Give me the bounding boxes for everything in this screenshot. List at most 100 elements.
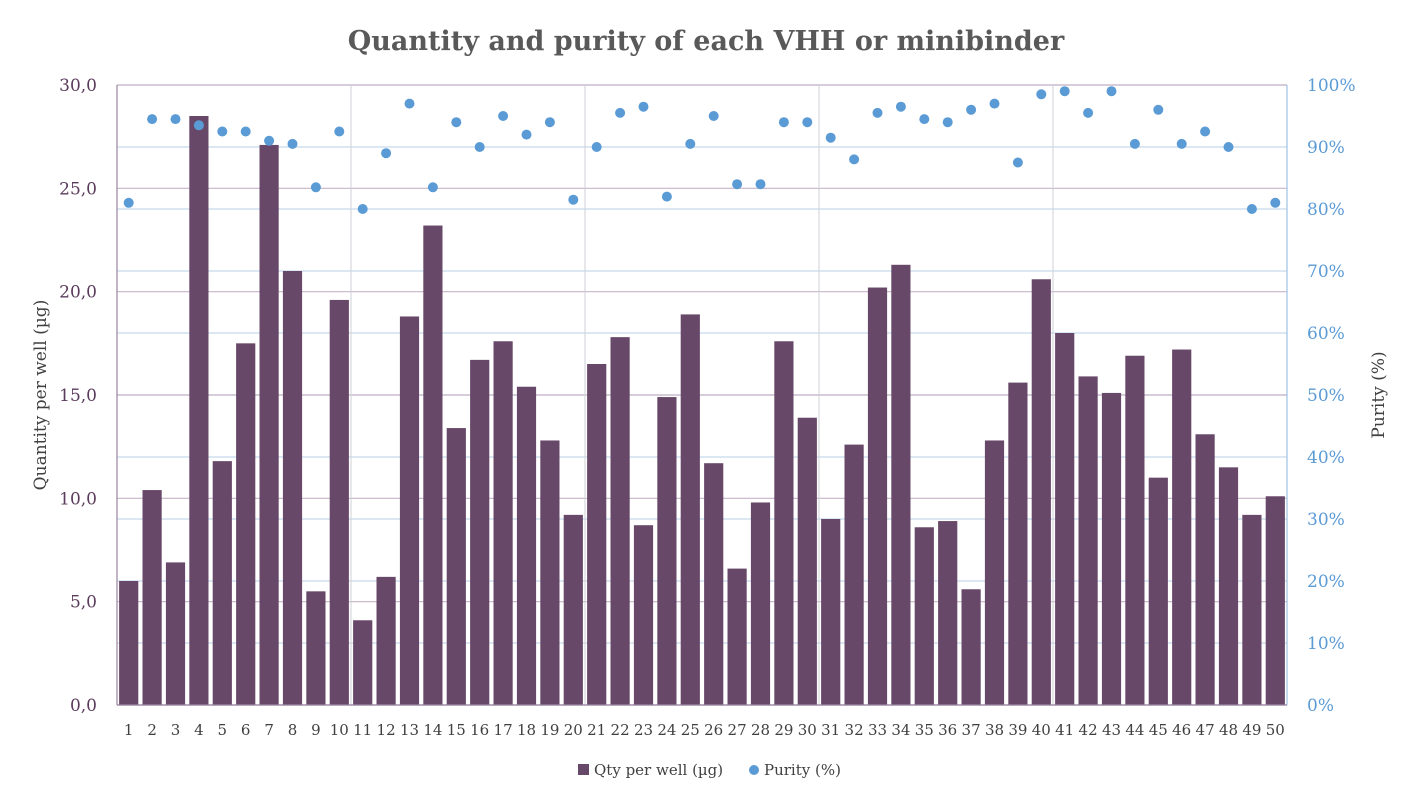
bar-31 <box>821 519 841 705</box>
y-left-tick-label-4: 20,0 <box>59 283 97 303</box>
x-tick-label-15: 15 <box>447 721 466 739</box>
bar-6 <box>236 343 256 705</box>
bar-15 <box>446 428 466 705</box>
bar-41 <box>1055 333 1075 705</box>
x-tick-label-47: 47 <box>1196 721 1215 739</box>
purity-point-48 <box>1223 142 1234 152</box>
purity-point-50 <box>1270 197 1281 208</box>
purity-point-11 <box>357 204 368 214</box>
purity-point-40 <box>1036 89 1047 100</box>
bar-2 <box>142 490 162 705</box>
bar-23 <box>633 525 654 705</box>
y-right-tick-label-1: 10% <box>1307 634 1345 654</box>
purity-point-14 <box>427 182 438 193</box>
purity-point-19 <box>544 117 555 128</box>
purity-point-16 <box>474 142 485 152</box>
purity-point-33 <box>872 107 883 118</box>
bar-10 <box>329 299 349 705</box>
purity-point-21 <box>591 142 602 152</box>
bar-1 <box>119 581 139 705</box>
bar-26 <box>704 463 724 705</box>
bar-13 <box>399 316 420 705</box>
x-tick-label-14: 14 <box>423 721 442 739</box>
purity-point-28 <box>755 179 766 190</box>
bar-30 <box>797 417 817 705</box>
purity-point-26 <box>708 111 719 121</box>
bar-8 <box>282 271 303 705</box>
legend-swatch-purity <box>749 765 759 775</box>
purity-point-8 <box>287 138 298 149</box>
purity-point-2 <box>147 114 158 125</box>
bar-32 <box>844 444 864 705</box>
x-tick-label-28: 28 <box>751 721 770 739</box>
x-tick-label-40: 40 <box>1032 721 1051 739</box>
x-tick-label-44: 44 <box>1125 721 1144 739</box>
bar-36 <box>938 521 958 705</box>
x-tick-label-50: 50 <box>1266 721 1285 739</box>
y-right-tick-label-6: 60% <box>1307 324 1345 344</box>
x-tick-label-42: 42 <box>1079 721 1098 739</box>
bar-12 <box>376 576 396 705</box>
x-tick-label-22: 22 <box>611 721 630 739</box>
bar-49 <box>1242 514 1262 705</box>
y-right-tick-label-3: 30% <box>1307 510 1345 530</box>
y-left-axis-title: Quantity per well (µg) <box>31 300 51 491</box>
bar-20 <box>563 514 583 705</box>
x-tick-label-24: 24 <box>657 721 676 739</box>
y-right-tick-label-5: 50% <box>1307 386 1345 406</box>
bar-9 <box>306 591 326 705</box>
purity-point-42 <box>1083 107 1094 118</box>
bar-21 <box>587 364 607 705</box>
x-tick-label-6: 6 <box>241 721 251 739</box>
bar-48 <box>1218 467 1239 705</box>
purity-point-15 <box>451 117 462 128</box>
y-left-tick-label-6: 30,0 <box>59 76 97 96</box>
bar-7 <box>259 144 279 705</box>
bar-50 <box>1265 496 1285 705</box>
purity-point-29 <box>778 117 789 128</box>
legend: Qty per well (µg) Purity (%) <box>578 761 841 779</box>
bar-3 <box>165 562 186 705</box>
purity-point-6 <box>240 126 251 137</box>
x-tick-label-9: 9 <box>311 721 321 739</box>
x-tick-label-16: 16 <box>470 721 489 739</box>
y-right-tick-label-8: 80% <box>1307 200 1345 220</box>
bar-22 <box>610 337 630 705</box>
purity-point-36 <box>942 117 953 128</box>
bar-29 <box>774 341 794 705</box>
purity-point-39 <box>1012 157 1023 168</box>
bar-47 <box>1195 434 1215 705</box>
purity-point-20 <box>568 194 579 205</box>
x-tick-label-4: 4 <box>194 721 204 739</box>
x-tick-label-29: 29 <box>774 721 793 739</box>
bar-16 <box>470 359 490 705</box>
bar-35 <box>914 527 934 705</box>
purity-point-22 <box>615 107 626 118</box>
purity-point-30 <box>802 117 813 128</box>
purity-point-41 <box>1059 86 1070 97</box>
bar-45 <box>1148 477 1168 705</box>
x-tick-label-7: 7 <box>264 721 274 739</box>
bar-4 <box>189 116 209 705</box>
x-tick-label-43: 43 <box>1102 721 1121 739</box>
y-right-tick-label-2: 20% <box>1307 572 1345 592</box>
y-right-tick-label-10: 100% <box>1307 76 1356 96</box>
purity-point-4 <box>193 120 204 131</box>
purity-point-32 <box>849 154 860 165</box>
bar-42 <box>1078 376 1098 705</box>
bar-17 <box>493 341 513 705</box>
y-right-tick-label-7: 70% <box>1307 262 1345 282</box>
x-tick-label-11: 11 <box>353 721 372 739</box>
purity-point-31 <box>825 132 836 143</box>
bar-layer <box>119 116 1285 706</box>
x-tick-label-32: 32 <box>845 721 864 739</box>
x-tick-label-13: 13 <box>400 721 419 739</box>
x-tick-label-46: 46 <box>1172 721 1191 739</box>
legend-swatch-qty <box>578 764 589 775</box>
x-tick-label-41: 41 <box>1055 721 1074 739</box>
purity-point-34 <box>895 101 906 112</box>
x-tick-label-36: 36 <box>938 721 957 739</box>
x-tick-label-2: 2 <box>147 721 157 739</box>
y-right-axis-title: Purity (%) <box>1369 351 1389 438</box>
